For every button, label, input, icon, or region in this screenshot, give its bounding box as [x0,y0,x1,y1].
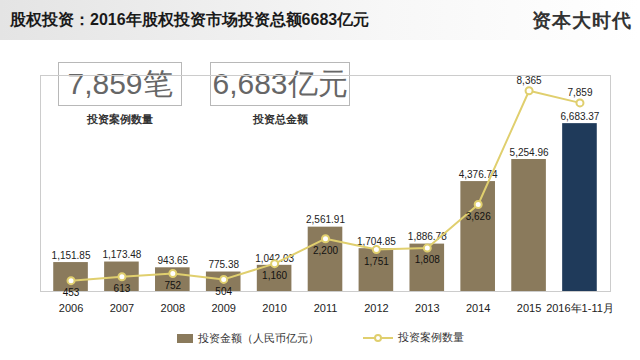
svg-text:6,683.37: 6,683.37 [560,111,599,122]
html-text:6,683亿元: 6,683亿元 [212,67,348,100]
svg-text:752: 752 [164,280,181,291]
svg-text:2016年1-11月: 2016年1-11月 [546,302,614,314]
svg-text:8,365: 8,365 [517,75,542,86]
svg-text:2013: 2013 [415,302,439,314]
html-text:投资总金额: 投资总金额 [252,113,308,125]
svg-text:5,254.96: 5,254.96 [510,147,549,158]
svg-text:1,751: 1,751 [364,256,389,267]
svg-text:504: 504 [215,286,232,297]
svg-text:2008: 2008 [161,302,185,314]
svg-text:2012: 2012 [364,302,388,314]
html-text:7,859笔: 7,859笔 [67,67,173,100]
svg-text:2014: 2014 [466,302,490,314]
svg-text:613: 613 [114,283,131,294]
html-text:股权投资：2016年股权投资市场投资总额6683亿元: 股权投资：2016年股权投资市场投资总额6683亿元 [10,11,370,28]
svg-text:2010: 2010 [262,302,286,314]
svg-text:2006: 2006 [59,302,83,314]
svg-text:775.38: 775.38 [208,259,239,270]
svg-text:2009: 2009 [211,302,235,314]
svg-text:943.65: 943.65 [158,255,189,266]
svg-text:2011: 2011 [314,302,338,314]
html-text:投资案例数量: 投资案例数量 [397,331,464,343]
svg-text:7,859: 7,859 [567,87,592,98]
svg-text:1,808: 1,808 [415,254,440,265]
svg-text:1,160: 1,160 [262,270,287,281]
svg-text:4,376.74: 4,376.74 [458,168,498,180]
svg-text:1,704.85: 1,704.85 [356,235,396,247]
svg-text:453: 453 [63,287,80,298]
svg-text:1,042.03: 1,042.03 [255,252,295,264]
svg-text:2015: 2015 [517,302,541,314]
html-text:资本大时代: 资本大时代 [532,10,632,31]
svg-text:1,151.85: 1,151.85 [52,250,91,261]
svg-text:2,561.91: 2,561.91 [306,214,345,225]
svg-text:1,173.48: 1,173.48 [102,249,141,260]
svg-text:3,626: 3,626 [466,211,491,222]
svg-text:2007: 2007 [110,302,134,314]
svg-text:2,200: 2,200 [313,245,338,256]
html-text:投资案例数量: 投资案例数量 [87,113,153,125]
html-text:投资金额（人民币亿元）: 投资金额（人民币亿元） [197,331,319,344]
svg-text:1,886.78: 1,886.78 [407,231,447,243]
